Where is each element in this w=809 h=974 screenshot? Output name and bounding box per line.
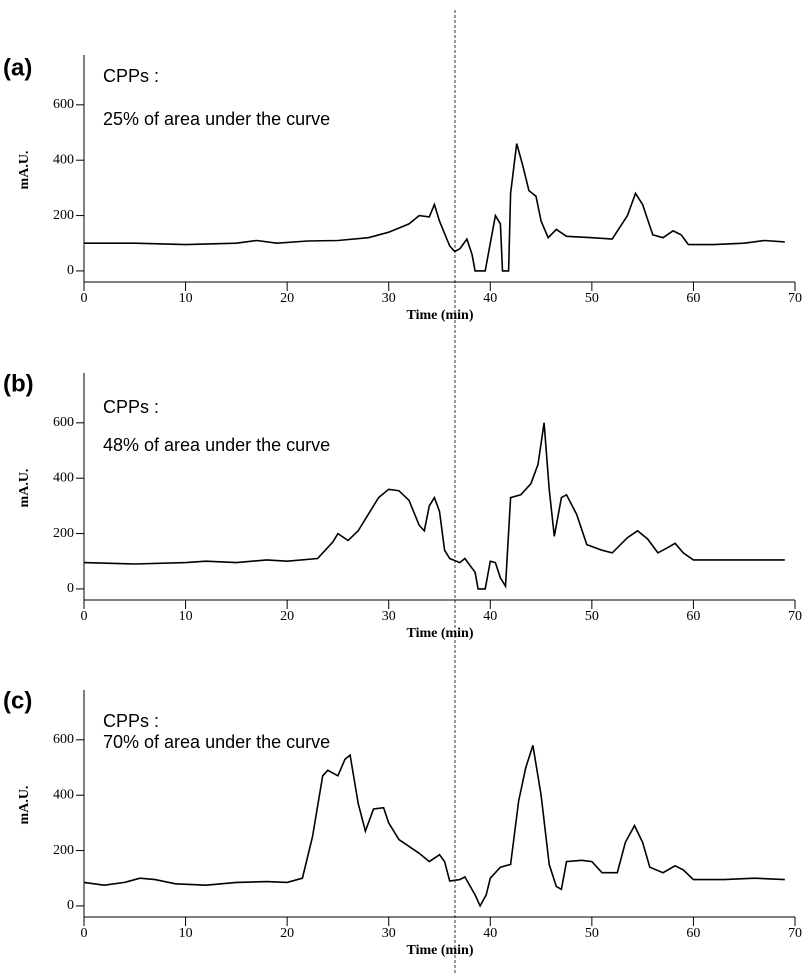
x-tick-label: 60	[686, 926, 700, 941]
annotation: CPPs :	[103, 66, 159, 86]
panel-label: (a)	[3, 54, 32, 81]
x-tick-label: 60	[686, 291, 700, 306]
y-tick-label: 0	[67, 263, 74, 278]
y-axis-label: mA.U.	[17, 786, 32, 825]
y-tick-label: 0	[67, 898, 74, 913]
x-tick-label: 50	[585, 609, 599, 624]
annotation: 48% of area under the curve	[103, 435, 330, 455]
data-line	[84, 143, 785, 272]
x-axis-label: Time (min)	[406, 626, 473, 641]
x-tick-label: 60	[686, 609, 700, 624]
y-tick-label: 400	[53, 470, 74, 485]
x-tick-label: 20	[280, 926, 294, 941]
x-tick-label: 0	[81, 609, 88, 624]
y-axis-label: mA.U.	[17, 151, 32, 190]
x-tick-label: 70	[788, 926, 802, 941]
x-tick-label: 70	[788, 609, 802, 624]
panel-label: (c)	[3, 687, 32, 714]
y-tick-label: 600	[53, 97, 74, 112]
y-tick-label: 0	[67, 581, 74, 596]
x-tick-label: 70	[788, 291, 802, 306]
y-tick-label: 200	[53, 526, 74, 541]
x-axis-label: Time (min)	[406, 308, 473, 323]
annotation: 70% of area under the curve	[103, 732, 330, 752]
y-tick-label: 200	[53, 208, 74, 223]
y-tick-label: 600	[53, 415, 74, 430]
y-tick-label: 600	[53, 732, 74, 747]
x-tick-label: 40	[483, 926, 497, 941]
x-tick-label: 40	[483, 291, 497, 306]
x-tick-label: 20	[280, 291, 294, 306]
x-tick-label: 30	[382, 291, 396, 306]
y-axis-label: mA.U.	[17, 469, 32, 508]
x-tick-label: 30	[382, 609, 396, 624]
y-tick-label: 400	[53, 152, 74, 167]
data-line	[83, 422, 785, 590]
x-tick-label: 10	[179, 291, 193, 306]
x-tick-label: 50	[585, 291, 599, 306]
annotation: CPPs :	[103, 711, 159, 731]
x-tick-label: 10	[179, 926, 193, 941]
x-tick-label: 50	[585, 926, 599, 941]
x-tick-label: 0	[81, 926, 88, 941]
annotation: 25% of area under the curve	[103, 109, 330, 129]
x-tick-label: 30	[382, 926, 396, 941]
x-axis-label: Time (min)	[406, 943, 473, 958]
panel-label: (b)	[3, 370, 34, 397]
x-tick-label: 20	[280, 609, 294, 624]
data-line	[83, 745, 785, 908]
x-tick-label: 40	[483, 609, 497, 624]
y-tick-label: 400	[53, 787, 74, 802]
annotation: CPPs :	[103, 397, 159, 417]
x-tick-label: 0	[81, 291, 88, 306]
y-tick-label: 200	[53, 843, 74, 858]
x-tick-label: 10	[179, 609, 193, 624]
